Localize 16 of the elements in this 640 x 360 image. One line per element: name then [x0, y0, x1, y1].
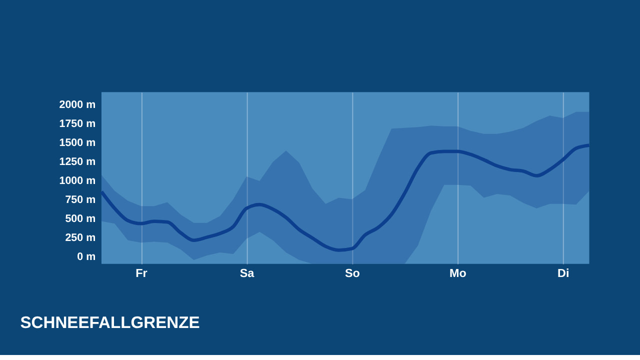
- x-tick-label: Di: [558, 267, 570, 280]
- y-tick-label: 1000 m: [59, 174, 96, 187]
- y-tick-label: 1750 m: [59, 118, 96, 130]
- x-tick-label: Mo: [449, 267, 466, 280]
- x-tick-label: So: [344, 267, 360, 280]
- text: SCHNEEFALLGRENZE: [20, 313, 200, 332]
- x-tick-label: Fr: [136, 267, 148, 280]
- x-tick-label: Sa: [240, 267, 255, 280]
- y-tick-label: 1250 m: [59, 156, 96, 168]
- y-tick-label: 500 m: [65, 212, 96, 225]
- y-tick-label: 2000 m: [59, 98, 96, 111]
- y-tick-label: 1500 m: [59, 136, 96, 149]
- y-tick-label: 0 m: [77, 250, 96, 263]
- line-series: [100, 144, 591, 252]
- y-tick-label: 250 m: [65, 232, 96, 244]
- y-tick-label: 750 m: [65, 194, 96, 206]
